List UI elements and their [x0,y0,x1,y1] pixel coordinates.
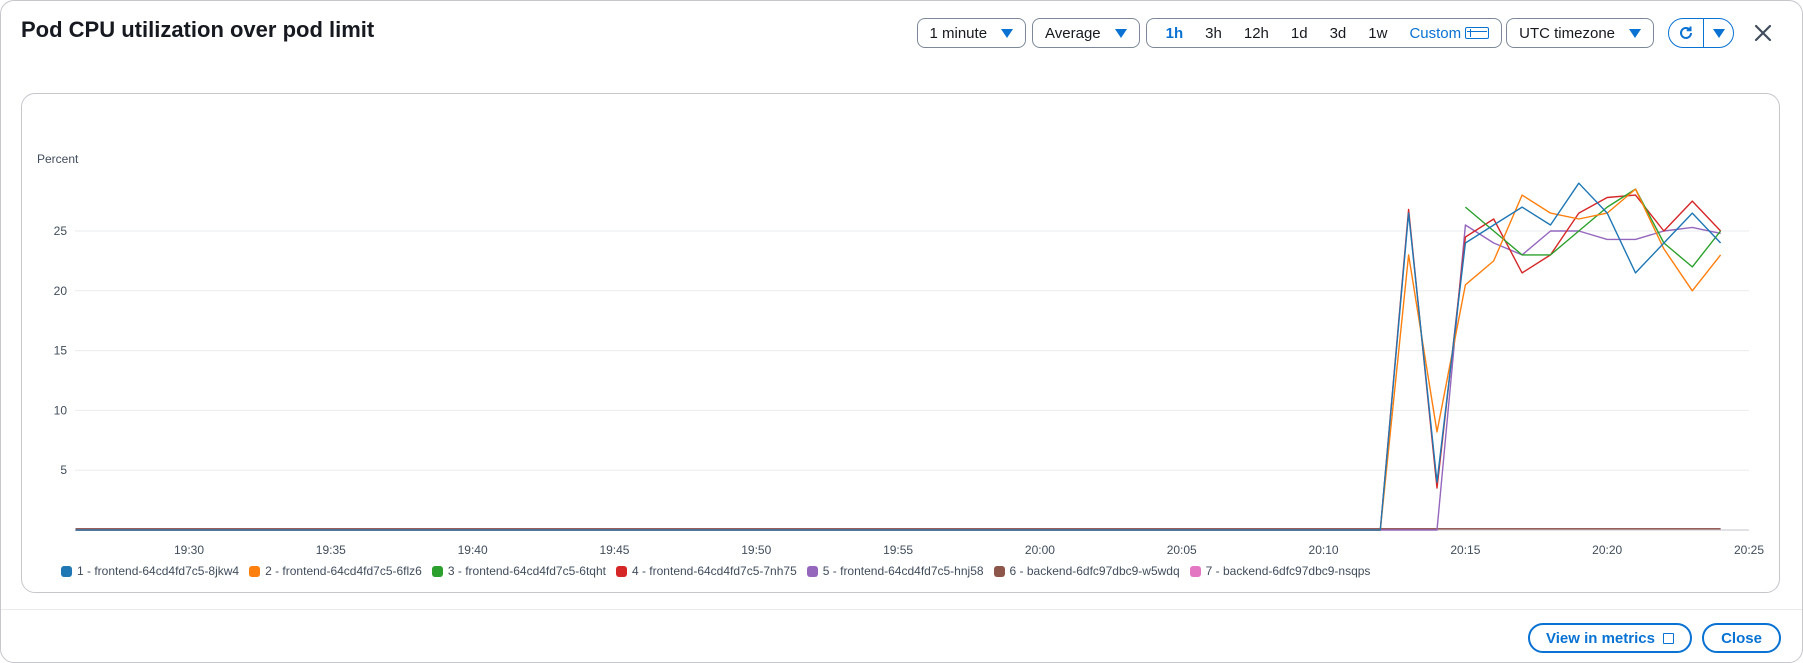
caret-down-icon [1629,28,1641,38]
x-tick-label: 19:40 [458,543,488,557]
x-tick-label: 20:15 [1450,543,1480,557]
refresh-button-group [1668,18,1734,48]
legend-label: 1 - frontend-64cd4fd7c5-8jkw4 [77,564,240,578]
line-chart: 5 10 15 20 25 19:30 19:35 19:40 19:45 19:50 19:55 2… [54,182,1764,557]
x-tick-label: 20:10 [1309,543,1339,557]
legend-item[interactable]: 4 - frontend-64cd4fd7c5-7nh75 [615,564,797,578]
legend-label: 6 - backend-6dfc97dbc9-w5wdq [1009,564,1180,578]
y-axis-label: Percent [37,152,79,166]
legend-item[interactable]: 3 - frontend-64cd4fd7c5-6tqht [431,564,606,578]
legend-item[interactable]: 1 - frontend-64cd4fd7c5-8jkw4 [61,564,239,578]
x-tick-label: 19:35 [316,543,346,557]
legend-label: 2 - frontend-64cd4fd7c5-6flz6 [265,564,422,578]
legend-swatch [993,565,1005,577]
series-line [75,224,1721,531]
close-button-label: Close [1721,629,1762,647]
x-tick-label: 19:50 [741,543,771,557]
legend-label: 4 - frontend-64cd4fd7c5-7nh75 [631,564,797,578]
x-tick-label: 20:25 [1734,543,1764,557]
statistic-dropdown[interactable]: Average [1032,18,1140,48]
timezone-value: UTC timezone [1519,24,1615,42]
x-tick-label: 19:55 [883,543,913,557]
legend-swatch [431,565,443,577]
period-value: 1 minute [929,24,988,42]
legend-label: 7 - backend-6dfc97dbc9-nsqps [1205,564,1371,578]
y-tick-label: 15 [54,344,68,358]
legend-swatch [249,565,261,577]
statistic-value: Average [1045,24,1101,42]
x-tick-label: 20:00 [1025,543,1055,557]
range-1d[interactable]: 1d [1290,24,1308,42]
chart-legend: 1 - frontend-64cd4fd7c5-8jkw4 2 - fronten… [61,564,1380,578]
time-range-selector: 1h 3h 12h 1d 3d 1w Custom [1145,18,1503,48]
legend-swatch [615,565,627,577]
caret-down-icon [1712,28,1725,38]
legend-item[interactable]: 7 - backend-6dfc97dbc9-nsqps [1189,564,1371,578]
legend-item[interactable]: 5 - frontend-64cd4fd7c5-hnj58 [806,564,984,578]
legend-label: 5 - frontend-64cd4fd7c5-hnj58 [822,564,984,578]
range-12h[interactable]: 12h [1243,24,1269,42]
refresh-interval-dropdown[interactable] [1704,28,1733,38]
toolbar: 1 minute Average 1h 3h 12h 1d 3d 1w Cust… [916,17,1779,49]
legend-item[interactable]: 2 - frontend-64cd4fd7c5-6flz6 [249,564,422,578]
x-tick-label: 19:45 [599,543,629,557]
x-tick-label: 20:20 [1592,543,1622,557]
range-custom[interactable]: Custom [1409,24,1462,42]
range-1w[interactable]: 1w [1368,24,1388,42]
y-tick-label: 10 [54,403,68,417]
close-icon[interactable] [1748,18,1778,48]
series-line [75,188,1722,531]
period-dropdown[interactable]: 1 minute [916,18,1027,48]
close-button[interactable]: Close [1702,623,1781,653]
range-3h[interactable]: 3h [1205,24,1222,42]
legend-label: 3 - frontend-64cd4fd7c5-6tqht [447,564,606,578]
y-tick-label: 25 [54,224,68,238]
series-line [1464,188,1722,268]
y-tick-label: 20 [54,284,68,298]
timezone-dropdown[interactable]: UTC timezone [1506,18,1654,48]
legend-swatch [61,565,72,577]
x-tick-label: 19:30 [174,543,204,557]
modal-title: Pod CPU utilization over pod limit [21,17,375,42]
refresh-icon [1680,26,1692,39]
refresh-button[interactable] [1669,19,1704,47]
view-in-metrics-button[interactable]: View in metrics [1528,623,1692,653]
y-tick-label: 5 [60,463,67,477]
footer-divider [1,609,1802,610]
caret-down-icon [1001,28,1014,38]
series-line [75,194,1722,531]
range-1h[interactable]: 1h [1165,24,1184,42]
chart-panel [21,93,1780,593]
legend-swatch [806,565,818,577]
legend-item[interactable]: 6 - backend-6dfc97dbc9-w5wdq [993,564,1180,578]
external-link-icon [1662,632,1674,644]
x-tick-label: 20:05 [1167,543,1197,557]
calendar-icon[interactable] [1465,27,1490,39]
range-3d[interactable]: 3d [1329,24,1347,42]
view-in-metrics-label: View in metrics [1546,629,1655,647]
series-line [75,182,1722,531]
legend-swatch [1189,565,1201,577]
caret-down-icon [1114,28,1127,38]
